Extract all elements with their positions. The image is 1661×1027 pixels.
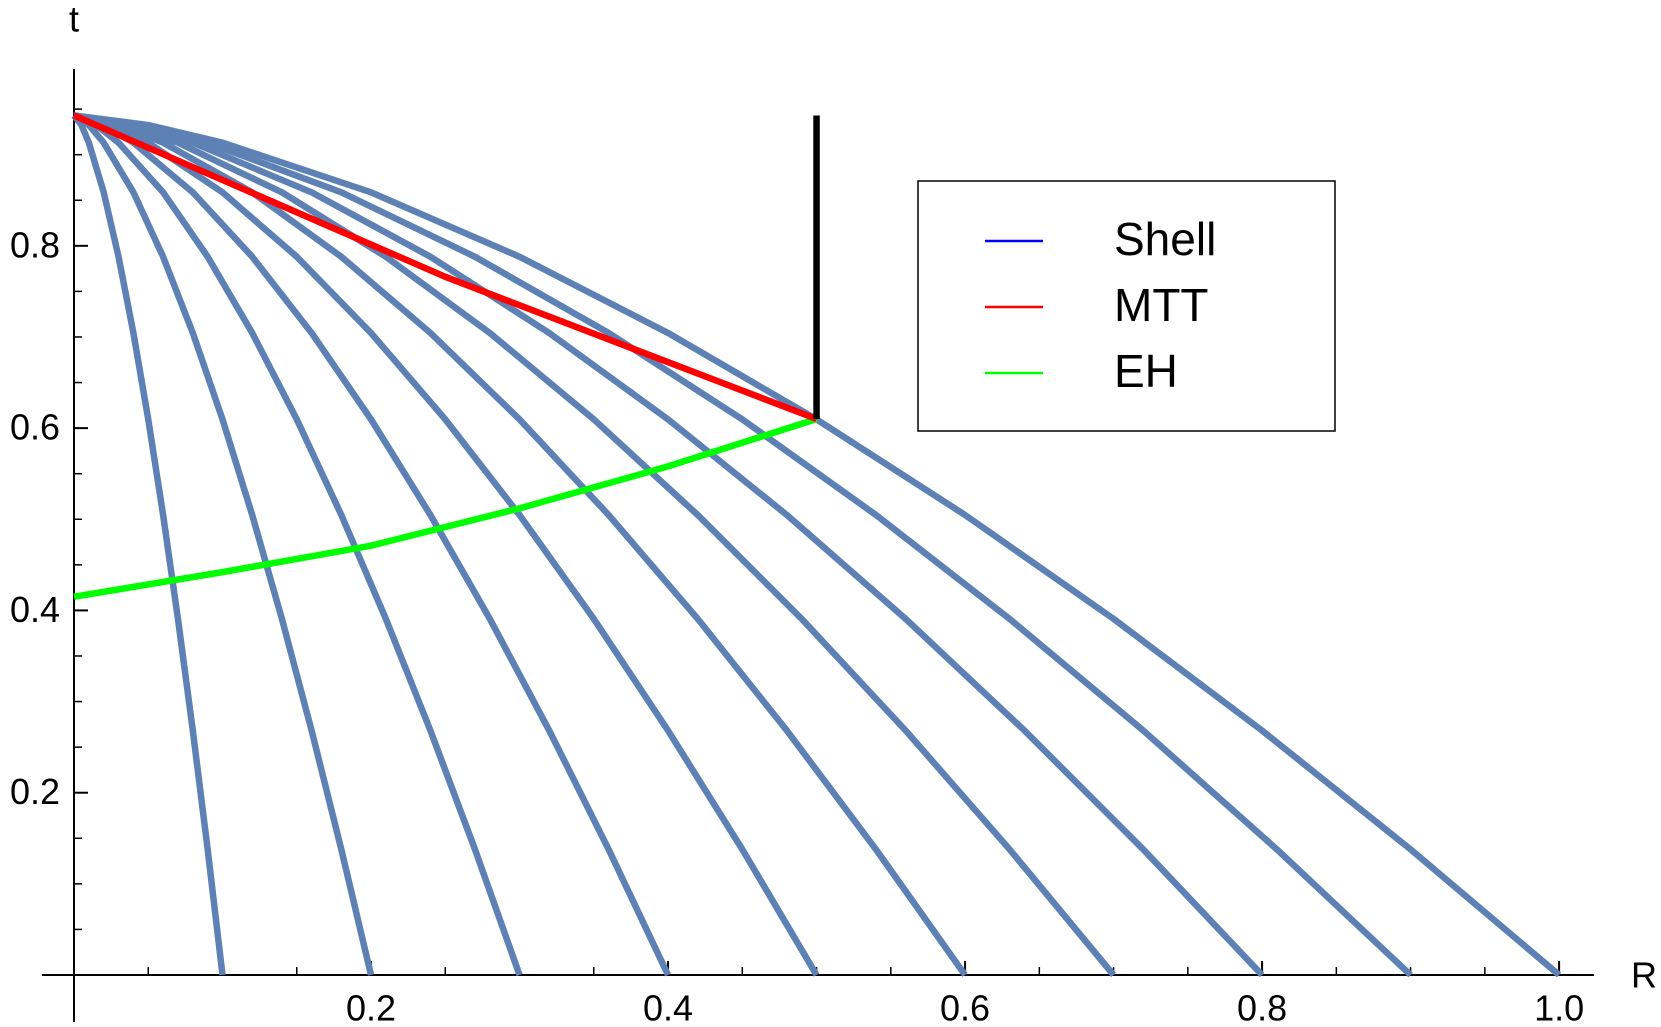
shell-curve	[73, 112, 1562, 978]
shell-curve	[73, 112, 968, 977]
y-tick-label: 0.2	[10, 771, 60, 812]
mtt-line	[72, 112, 818, 423]
shell-curve	[73, 112, 1117, 978]
x-tick-label: 0.2	[346, 988, 396, 1027]
x-tick-label: 0.6	[940, 988, 990, 1027]
legend: Shell MTT EH	[985, 213, 1216, 397]
x-axis-label: R	[1631, 955, 1657, 996]
shell-curve	[72, 112, 375, 976]
shell-curve	[73, 112, 1265, 978]
x-tick-label: 0.4	[643, 988, 693, 1027]
shell-curve	[71, 113, 226, 976]
eh-line	[73, 415, 818, 600]
y-tick-label: 0.6	[10, 407, 60, 448]
y-axis-label: t	[69, 0, 79, 40]
shell-curve	[72, 112, 523, 977]
legend-label: Shell	[1114, 213, 1216, 265]
y-tick-label: 0.4	[10, 589, 60, 630]
y-tick-label: 0.8	[10, 224, 60, 265]
legend-label: MTT	[1114, 279, 1209, 331]
x-tick-label: 1.0	[1534, 988, 1584, 1027]
shell-curve	[73, 112, 820, 977]
x-tick-label: 0.8	[1237, 988, 1287, 1027]
legend-label: EH	[1114, 345, 1178, 397]
